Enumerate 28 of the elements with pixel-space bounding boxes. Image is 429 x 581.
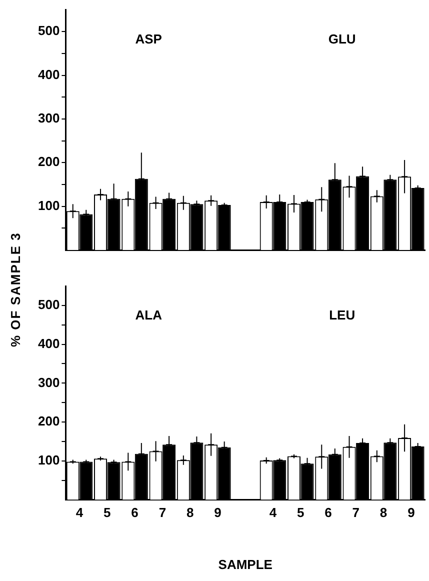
x-tick-label: 5 [297,505,304,520]
x-tick-label: 8 [380,505,388,520]
x-tick-label: 9 [408,505,415,520]
y-tick-label: 400 [38,66,60,82]
annotation: ALA [135,308,163,323]
y-tick-label: 200 [38,154,60,170]
x-tick-label: 6 [131,505,138,520]
y-tick-label: 300 [38,110,60,126]
x-tick-label: 9 [214,505,222,520]
x-tick-label: 7 [352,505,360,520]
y-tick-label: 500 [38,297,60,312]
y-tick-label: 400 [38,336,60,351]
x-axis-title: SAMPLE [218,556,273,572]
x-tick-label: 7 [158,505,166,520]
annotation: LEU [329,308,356,323]
y-tick-label: 100 [38,452,60,468]
y-tick-label: 100 [38,198,60,213]
x-tick-label: 8 [186,505,194,520]
x-tick-label: 4 [269,505,278,520]
x-tick-label: 5 [104,505,111,520]
y-axis-title: % OF SAMPLE 3 [8,232,24,350]
x-tick-label: 6 [324,505,332,520]
x-tick-label: 4 [76,505,84,520]
annotation: ASP [135,31,162,46]
y-tick-label: 500 [38,23,60,38]
y-tick-label: 300 [38,374,60,390]
y-tick-label: 200 [38,414,60,429]
annotation: GLU [328,31,356,46]
